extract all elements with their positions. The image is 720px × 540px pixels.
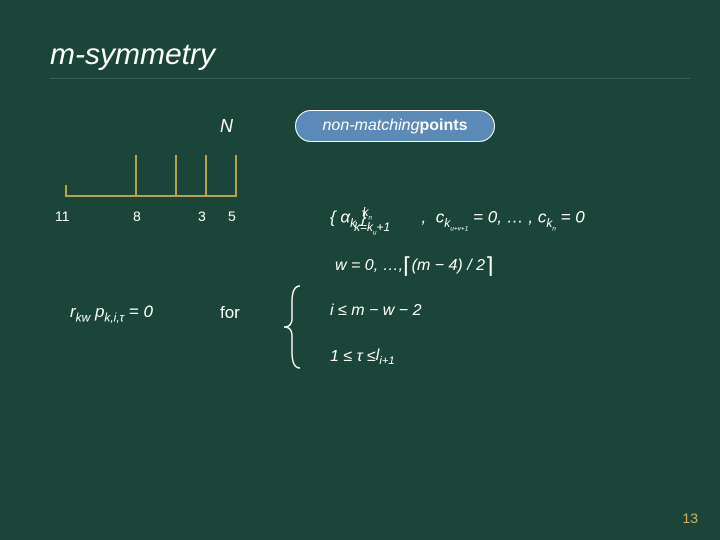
callout-points: points	[419, 117, 467, 135]
eq4-sub: i+1	[379, 355, 394, 367]
title-underline	[50, 78, 690, 79]
equation-4: 1 ≤ τ ≤ li+1	[330, 347, 395, 367]
eq2-lhs: w = 0, …,	[335, 257, 403, 275]
eq4-l: li+1	[376, 347, 395, 367]
tick-label-5: 5	[228, 208, 236, 224]
for-label: for	[220, 303, 240, 323]
tick-5	[235, 155, 237, 197]
ceil-left: ⌈	[403, 259, 412, 273]
tick-label-3: 3	[198, 208, 206, 224]
eq2-body: (m − 4) / 2	[412, 257, 485, 275]
equation-left: rkw pk,i,τ = 0	[70, 302, 153, 324]
tick-baseline	[65, 195, 235, 197]
tick-diagram	[65, 150, 235, 205]
equation-3: i ≤ m − w − 2	[330, 302, 421, 320]
tick-4	[205, 155, 207, 197]
tick-2	[135, 155, 137, 197]
tick-1	[65, 185, 67, 197]
equation-2: w = 0, …, ⌈ (m − 4) / 2 ⌉	[335, 257, 494, 275]
eq4-lhs: 1 ≤ τ ≤	[330, 348, 376, 366]
title-m: m	[50, 38, 75, 71]
brace-icon	[280, 282, 306, 372]
n-label: N	[220, 116, 233, 137]
equation-1: { αk }knk=ku+1 , cku+v+1 = 0, … , ckn = …	[330, 205, 585, 232]
title-rest: -symmetry	[75, 38, 215, 71]
slide-title: m-symmetry	[50, 38, 690, 72]
callout-nonmatching: non-matching	[323, 117, 420, 135]
page-number: 13	[682, 510, 698, 526]
ceil-right: ⌉	[485, 259, 494, 273]
nonmatching-callout: non-matching points	[295, 110, 495, 142]
title-area: m-symmetry	[50, 38, 690, 79]
tick-label-11: 11	[55, 208, 70, 224]
tick-label-8: 8	[133, 208, 141, 224]
tick-3	[175, 155, 177, 197]
